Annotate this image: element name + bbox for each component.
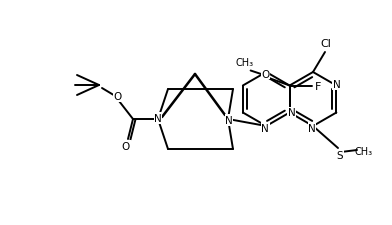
Text: N: N bbox=[332, 80, 340, 90]
Text: O: O bbox=[261, 69, 270, 79]
Text: N: N bbox=[288, 108, 296, 118]
Text: CH₃: CH₃ bbox=[236, 58, 254, 68]
Text: CH₃: CH₃ bbox=[355, 146, 373, 156]
Text: N: N bbox=[261, 124, 269, 133]
Text: F: F bbox=[314, 81, 321, 91]
Text: N: N bbox=[308, 124, 316, 133]
Text: N: N bbox=[225, 115, 233, 126]
Text: N: N bbox=[154, 113, 162, 124]
Text: O: O bbox=[122, 141, 130, 151]
Text: Cl: Cl bbox=[321, 39, 332, 49]
Text: O: O bbox=[114, 92, 122, 101]
Text: S: S bbox=[337, 150, 343, 160]
